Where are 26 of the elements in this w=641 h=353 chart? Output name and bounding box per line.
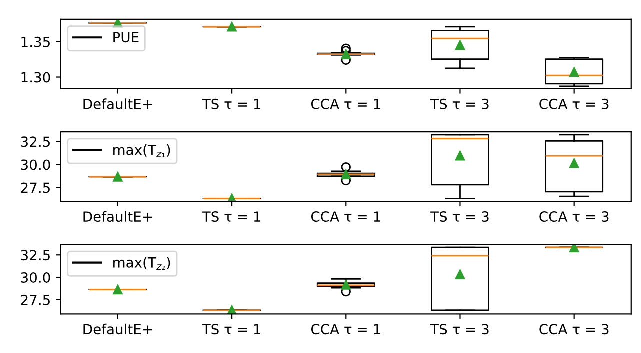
x-tick-label: DefaultE+ [84,211,152,222]
legend-label: max(T$_{z₁}$) [114,144,170,158]
legend-label: max(T$_{z₂}$) [114,257,170,270]
y-tick-label: 1.35 [22,36,50,48]
x-tick-label: TS τ = 1 [202,98,260,110]
legend-label: PUE [114,32,139,43]
x-tick-label: TS τ = 3 [430,212,489,222]
x-tick-label: DefaultE+ [84,98,152,110]
x-tick-label: CCA τ = 3 [540,324,609,335]
y-tick-label: 32.5 [21,250,50,261]
x-tick-label: CCA τ = 1 [311,212,380,222]
y-tick-label: 27.5 [21,294,50,306]
x-tick-label: TS τ = 1 [202,324,260,335]
x-tick-label: CCA τ = 3 [540,98,609,110]
x-tick-label: TS τ = 1 [202,212,260,222]
x-tick-label: TS τ = 3 [430,98,489,110]
y-tick-label: 30.0 [21,160,50,170]
y-tick-label: 1.30 [22,72,50,83]
x-tick-label: TS τ = 3 [430,324,489,335]
y-tick-label: 27.5 [21,182,50,194]
x-tick-label: CCA τ = 1 [311,98,380,110]
x-tick-label: CCA τ = 1 [311,324,380,335]
x-tick-label: DefaultE+ [84,324,152,335]
x-tick-label: CCA τ = 3 [540,212,609,222]
y-tick-label: 30.0 [21,272,50,284]
y-tick-label: 32.5 [21,136,50,148]
